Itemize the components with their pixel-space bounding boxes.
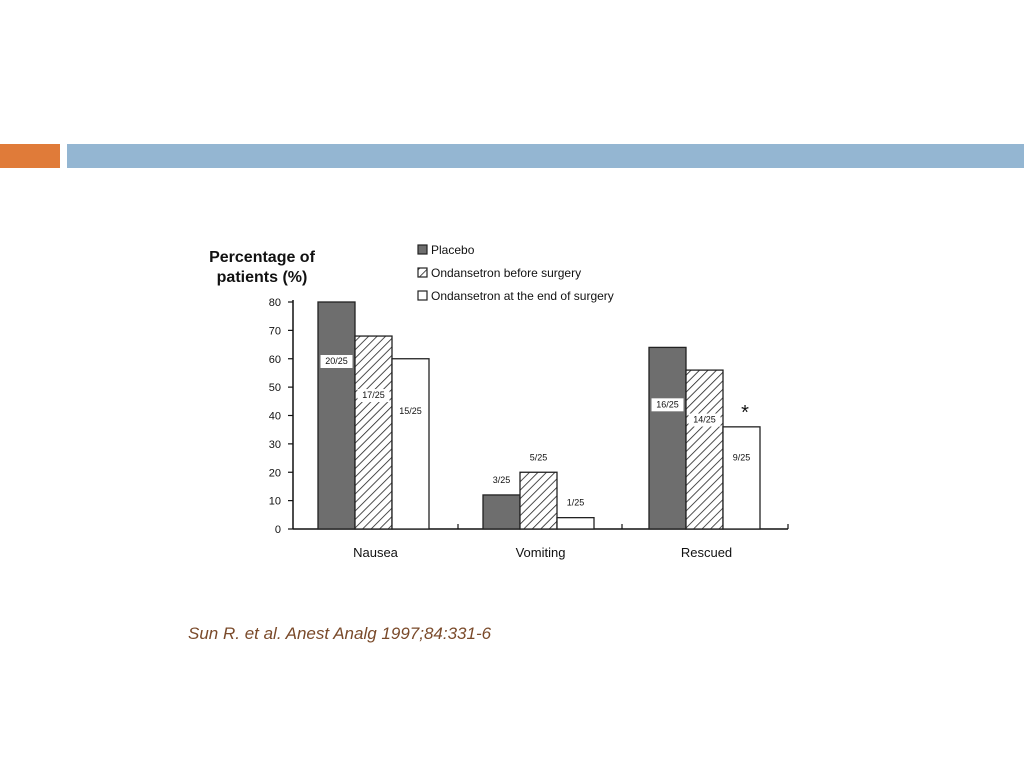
x-category-label: Rescued: [681, 545, 732, 560]
data-label: 15/25: [399, 406, 422, 416]
data-label-box: [320, 355, 353, 368]
bar-2-1: [556, 517, 595, 530]
legend-swatch: [417, 244, 428, 255]
legend-swatch: [417, 290, 428, 301]
bar-1-2: [685, 369, 724, 530]
data-label: 1/25: [567, 498, 585, 508]
legend: Placebo Ondansetron before surgery Ondanse…: [417, 243, 614, 303]
data-label: 20/25: [325, 356, 348, 366]
citation: Sun R. et al. Anest Analg 1997;84:331-6: [188, 624, 492, 643]
y-axis-title-line: patients (%): [217, 269, 308, 286]
bar-0-0: [317, 301, 356, 530]
y-tick-label: 20: [269, 467, 281, 479]
y-tick-label: 70: [269, 325, 281, 337]
legend-label: Ondansetron before surgery: [431, 266, 581, 280]
data-label-box: [688, 413, 721, 427]
accent-bar-left: [0, 144, 60, 168]
y-axis-title: Percentage of patients (%): [209, 249, 315, 286]
data-label: 17/25: [362, 390, 385, 400]
y-tick-label: 60: [269, 354, 281, 366]
data-label: 9/25: [733, 453, 751, 463]
x-category-label: Vomiting: [516, 545, 566, 560]
data-label: 16/25: [656, 399, 679, 409]
bars: [317, 301, 761, 530]
y-tick-label: 30: [269, 439, 281, 451]
y-tick-label: 40: [269, 411, 281, 423]
legend-label: Placebo: [431, 243, 475, 257]
accent-bar-right: [67, 144, 1024, 168]
bar-2-2: [722, 426, 761, 530]
y-tick-label: 0: [275, 524, 281, 536]
data-labels: 20/25 3/25 16/25 17/25 5/25 14/25 15/25 1/25 9/2…: [320, 355, 751, 508]
legend-swatch: [417, 267, 428, 278]
bar-2-0: [391, 358, 430, 530]
y-axis-title-line: Percentage of: [209, 249, 315, 266]
y-tick-label: 50: [269, 382, 281, 394]
legend-label: Ondansetron at the end of surgery: [431, 289, 614, 303]
data-label-box: [651, 398, 684, 412]
bar-1-0: [354, 335, 393, 530]
y-tick-label: 10: [269, 496, 281, 508]
x-category-label: Nausea: [353, 545, 399, 560]
bar-0-1: [482, 494, 521, 530]
significance-annotation: *: [741, 402, 749, 424]
data-label-box: [357, 389, 390, 403]
axes: 0 10 20 30 40 50 60 70 80 Nausea Vomiting Rescued: [269, 297, 789, 560]
bar-0-2: [648, 346, 687, 530]
data-label: 5/25: [530, 452, 548, 462]
bar-1-1: [519, 471, 558, 530]
data-label: 3/25: [493, 475, 511, 485]
y-tick-label: 80: [269, 297, 281, 309]
data-label: 14/25: [693, 415, 716, 425]
